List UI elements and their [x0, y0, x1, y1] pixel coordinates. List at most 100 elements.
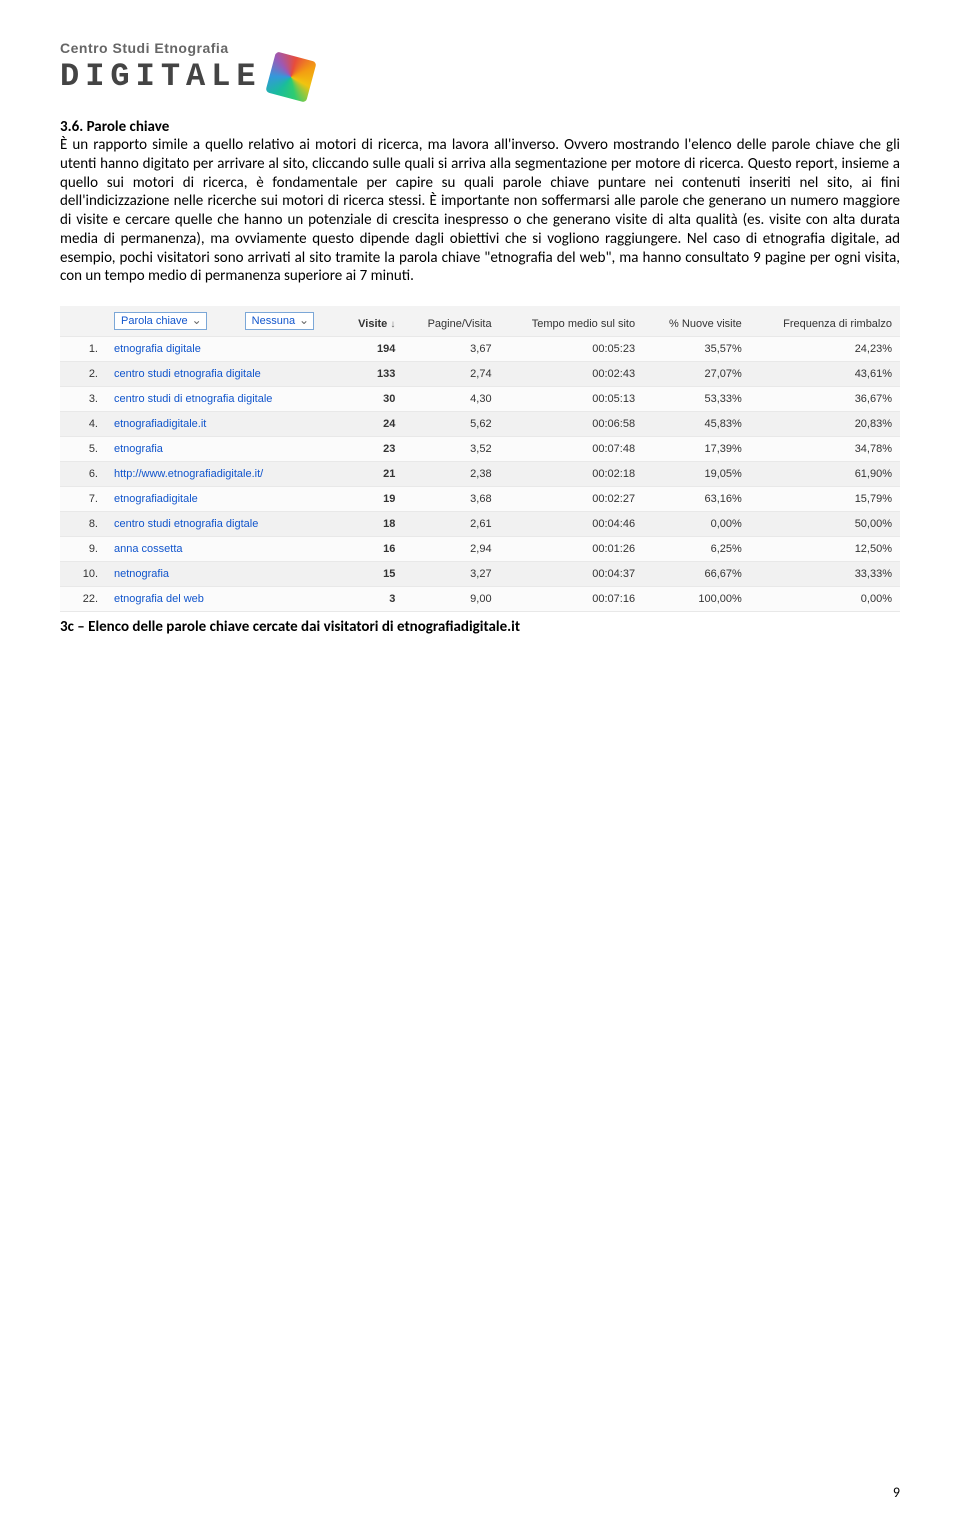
row-index: 3. — [60, 387, 106, 412]
table-row: 22. etnografia del web 39,0000:07:16100,00… — [60, 587, 900, 612]
table-row: 6. http://www.etnografiadigitale.it/212,3… — [60, 462, 900, 487]
row-keyword: centro studi di etnografia digitale — [106, 387, 339, 412]
row-index: 7. — [60, 487, 106, 512]
table-row: 1.etnografia digitale1943,6700:05:2335,5… — [60, 337, 900, 362]
row-nuove: 19,05% — [643, 462, 750, 487]
row-tempo: 00:06:58 — [500, 412, 644, 437]
row-pagine: 3,52 — [403, 437, 499, 462]
row-rimbalzo: 12,50% — [750, 537, 900, 562]
table-row: 5.etnografia233,5200:07:4817,39%34,78% — [60, 437, 900, 462]
col-rimbalzo[interactable]: Frequenza di rimbalzo — [750, 306, 900, 337]
row-keyword: anna cossetta — [106, 537, 339, 562]
table-row: 9.anna cossetta162,9400:01:266,25%12,50% — [60, 537, 900, 562]
row-tempo: 00:02:27 — [500, 487, 644, 512]
table-row: 3. centro studi di etnografia digitale 304… — [60, 387, 900, 412]
secondary-select[interactable]: Nessuna — [245, 312, 314, 330]
row-tempo: 00:07:48 — [500, 437, 644, 462]
keyword-link[interactable]: http://www.etnografiadigitale.it/ — [114, 468, 263, 480]
row-rimbalzo: 15,79% — [750, 487, 900, 512]
row-keyword: netnografia — [106, 562, 339, 587]
row-keyword: etnografia digitale — [106, 337, 339, 362]
keyword-link[interactable]: etnografia del web — [114, 593, 204, 605]
row-rimbalzo: 50,00% — [750, 512, 900, 537]
row-keyword: etnografiadigitale — [106, 487, 339, 512]
row-tempo: 00:07:16 — [500, 587, 644, 612]
row-keyword: etnografiadigitale.it — [106, 412, 339, 437]
logo-line1: Centro Studi Etnografia — [60, 40, 900, 56]
row-tempo: 00:02:18 — [500, 462, 644, 487]
row-keyword: etnografia — [106, 437, 339, 462]
row-visite: 21 — [339, 462, 403, 487]
row-visite: 3 — [339, 587, 403, 612]
row-pagine: 2,38 — [403, 462, 499, 487]
row-index: 10. — [60, 562, 106, 587]
row-index: 2. — [60, 362, 106, 387]
row-index: 1. — [60, 337, 106, 362]
row-pagine: 2,94 — [403, 537, 499, 562]
logo-block: Centro Studi Etnografia DIGITALE — [60, 40, 900, 98]
row-tempo: 00:05:13 — [500, 387, 644, 412]
row-visite: 16 — [339, 537, 403, 562]
row-visite: 133 — [339, 362, 403, 387]
col-visite[interactable]: Visite ↓ — [339, 306, 403, 337]
keyword-link[interactable]: etnografiadigitale.it — [114, 418, 206, 430]
row-visite: 15 — [339, 562, 403, 587]
row-index: 4. — [60, 412, 106, 437]
row-pagine: 3,27 — [403, 562, 499, 587]
row-nuove: 66,67% — [643, 562, 750, 587]
row-visite: 24 — [339, 412, 403, 437]
keyword-link[interactable]: etnografiadigitale — [114, 493, 198, 505]
row-tempo: 00:01:26 — [500, 537, 644, 562]
row-rimbalzo: 33,33% — [750, 562, 900, 587]
row-pagine: 3,67 — [403, 337, 499, 362]
table-caption: 3c – Elenco delle parole chiave cercate … — [60, 618, 900, 636]
row-index: 22. — [60, 587, 106, 612]
keyword-link[interactable]: centro studi etnografia digitale — [114, 368, 261, 380]
row-rimbalzo: 36,67% — [750, 387, 900, 412]
row-visite: 30 — [339, 387, 403, 412]
row-nuove: 45,83% — [643, 412, 750, 437]
row-tempo: 00:04:46 — [500, 512, 644, 537]
body-paragraph: È un rapporto simile a quello relativo a… — [60, 136, 900, 286]
col-secondary: Nessuna — [237, 306, 340, 337]
keyword-link[interactable]: centro studi etnografia digtale — [114, 518, 258, 530]
col-pagine[interactable]: Pagine/Visita — [403, 306, 499, 337]
table-row: 8.centro studi etnografia digtale182,610… — [60, 512, 900, 537]
col-nuove[interactable]: % Nuove visite — [643, 306, 750, 337]
row-nuove: 6,25% — [643, 537, 750, 562]
row-pagine: 4,30 — [403, 387, 499, 412]
keyword-link[interactable]: etnografia digitale — [114, 343, 201, 355]
row-pagine: 9,00 — [403, 587, 499, 612]
row-rimbalzo: 24,23% — [750, 337, 900, 362]
row-tempo: 00:05:23 — [500, 337, 644, 362]
sort-down-icon: ↓ — [390, 319, 395, 330]
row-nuove: 63,16% — [643, 487, 750, 512]
row-rimbalzo: 34,78% — [750, 437, 900, 462]
row-nuove: 27,07% — [643, 362, 750, 387]
keyword-link[interactable]: centro studi di etnografia digitale — [114, 393, 272, 405]
logo-line2: DIGITALE — [60, 61, 262, 93]
section-heading: 3.6. Parole chiave — [60, 118, 900, 136]
row-rimbalzo: 20,83% — [750, 412, 900, 437]
keyword-select[interactable]: Parola chiave — [114, 312, 207, 330]
keyword-link[interactable]: netnografia — [114, 568, 169, 580]
table-row: 4.etnografiadigitale.it245,6200:06:5845,… — [60, 412, 900, 437]
col-visite-label: Visite — [358, 318, 387, 330]
row-keyword: http://www.etnografiadigitale.it/ — [106, 462, 339, 487]
table-row: 10. netnografia 153,2700:04:3766,67%33,33% — [60, 562, 900, 587]
keyword-table: Parola chiave Nessuna Visite ↓ Pagine/Vi… — [60, 306, 900, 612]
row-nuove: 0,00% — [643, 512, 750, 537]
row-tempo: 00:04:37 — [500, 562, 644, 587]
row-rimbalzo: 61,90% — [750, 462, 900, 487]
row-nuove: 35,57% — [643, 337, 750, 362]
col-tempo[interactable]: Tempo medio sul sito — [500, 306, 644, 337]
logo-cube-icon — [265, 51, 316, 102]
row-index: 8. — [60, 512, 106, 537]
row-visite: 23 — [339, 437, 403, 462]
keyword-link[interactable]: anna cossetta — [114, 543, 183, 555]
row-nuove: 100,00% — [643, 587, 750, 612]
row-pagine: 2,74 — [403, 362, 499, 387]
row-index: 5. — [60, 437, 106, 462]
keyword-link[interactable]: etnografia — [114, 443, 163, 455]
row-index: 6. — [60, 462, 106, 487]
